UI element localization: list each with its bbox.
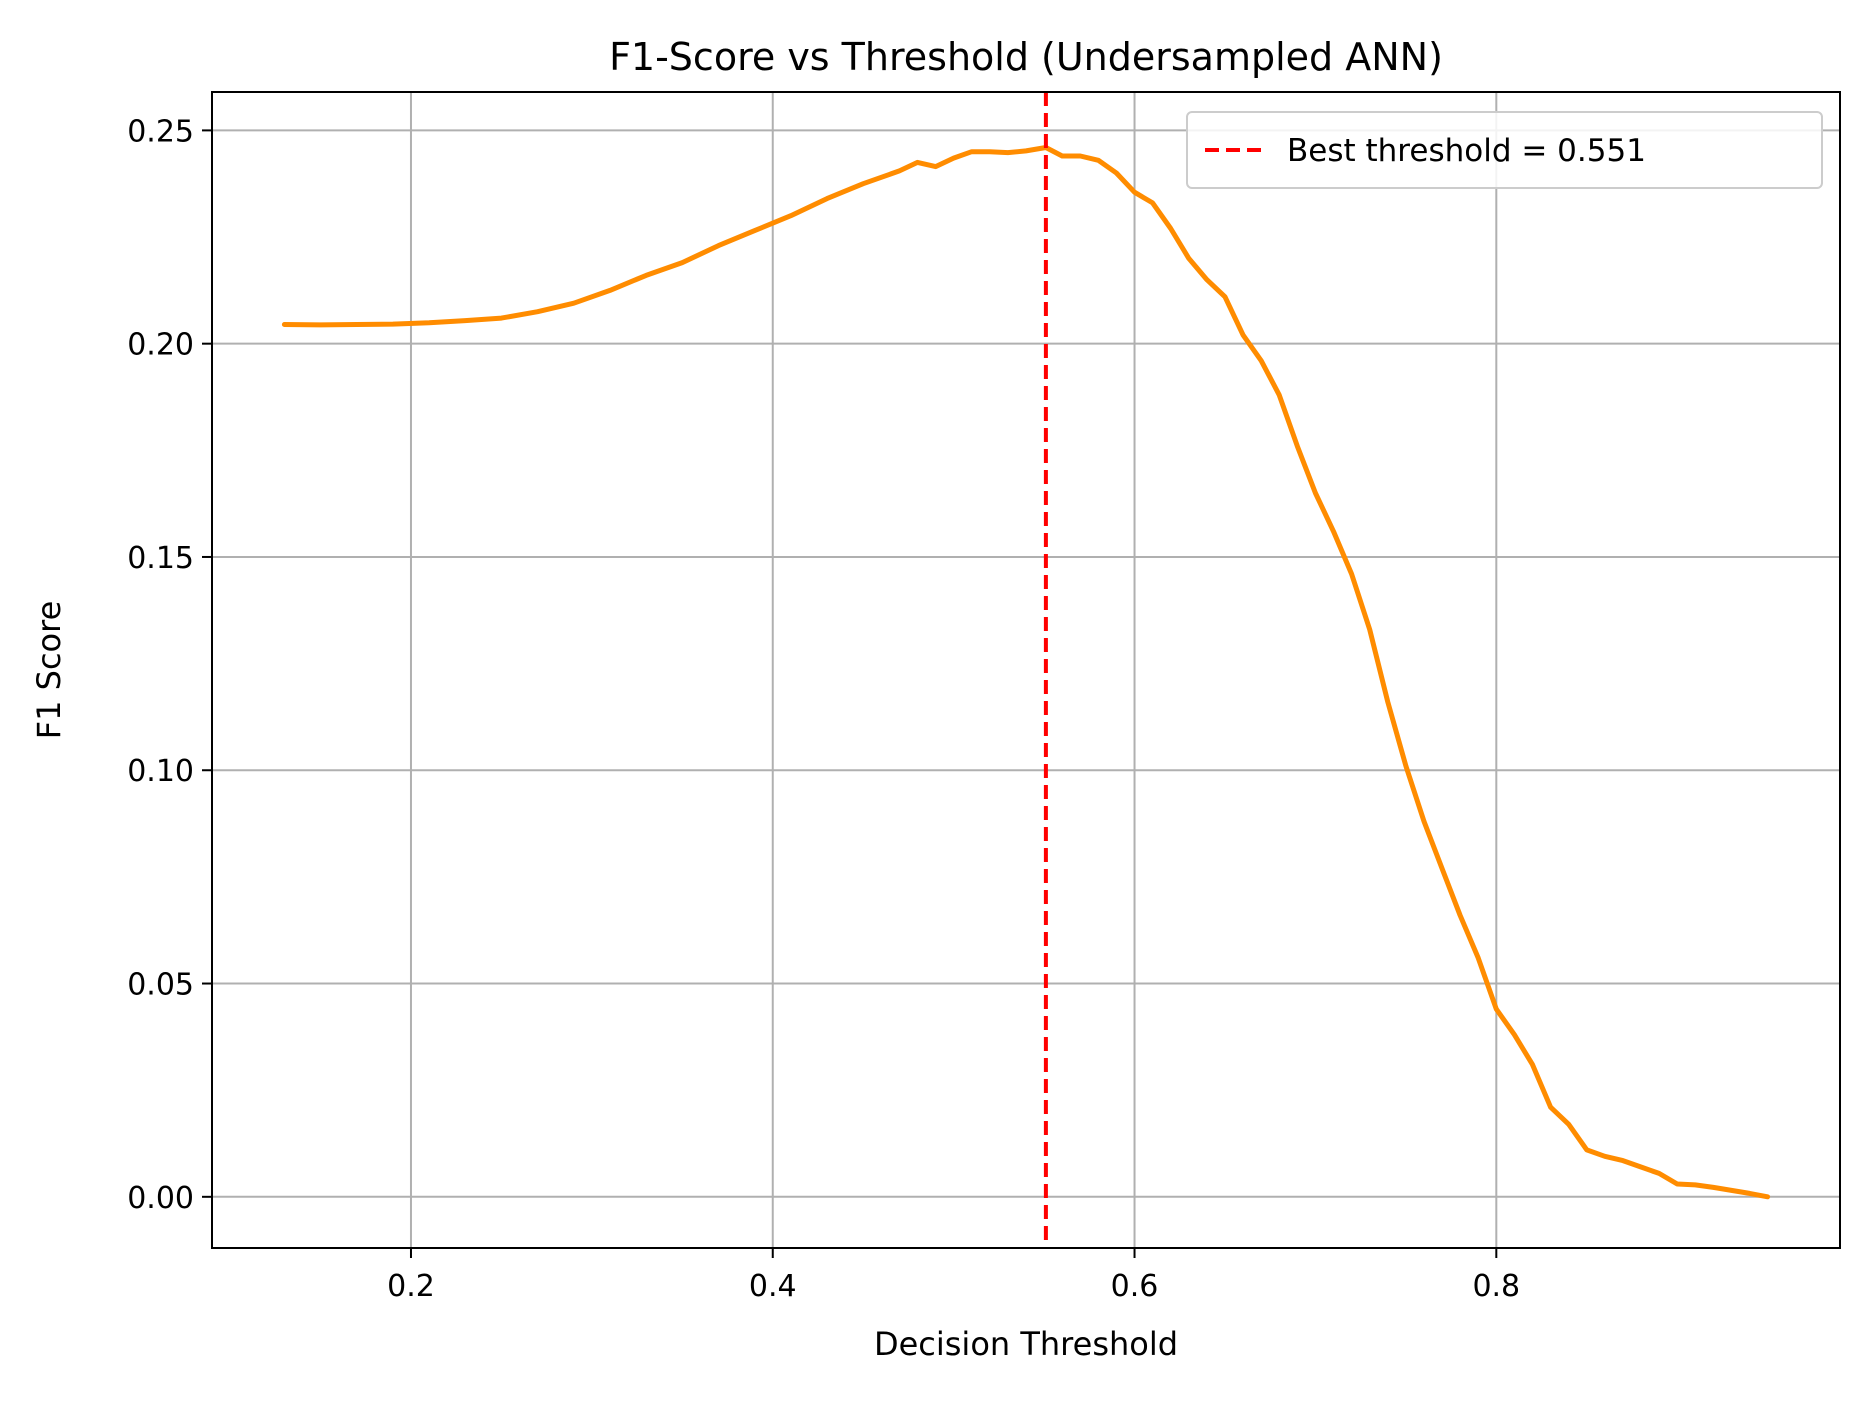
y-tick-label: 0.20 xyxy=(127,328,194,363)
y-axis-label: F1 Score xyxy=(30,601,68,740)
x-tick-label: 0.8 xyxy=(1472,1269,1520,1304)
y-tick-label: 0.00 xyxy=(127,1181,194,1216)
f1-score-line xyxy=(281,145,1771,1200)
y-tick-label: 0.10 xyxy=(127,754,194,789)
y-tick-label: 0.05 xyxy=(127,968,194,1003)
legend-label-best-threshold: Best threshold = 0.551 xyxy=(1287,133,1646,169)
y-tick-label: 0.25 xyxy=(127,114,194,149)
x-tick-label: 0.4 xyxy=(749,1269,797,1304)
legend: Best threshold = 0.551 xyxy=(1186,111,1823,189)
plot-frame xyxy=(211,91,1841,1249)
grid-layer xyxy=(212,92,1840,1248)
chart-title: F1-Score vs Threshold (Undersampled ANN) xyxy=(609,35,1443,79)
x-tick-label: 0.2 xyxy=(387,1269,435,1304)
x-tick-label: 0.6 xyxy=(1111,1269,1159,1304)
legend-box xyxy=(1186,111,1823,189)
x-axis-label: Decision Threshold xyxy=(874,1325,1178,1363)
ticks-layer: 0.2 0.4 0.6 0.8 0.00 0.05 0.10 0.15 0.20 0.25 xyxy=(127,114,1520,1304)
y-tick-label: 0.15 xyxy=(127,541,194,576)
plot-layer xyxy=(281,92,1771,1248)
